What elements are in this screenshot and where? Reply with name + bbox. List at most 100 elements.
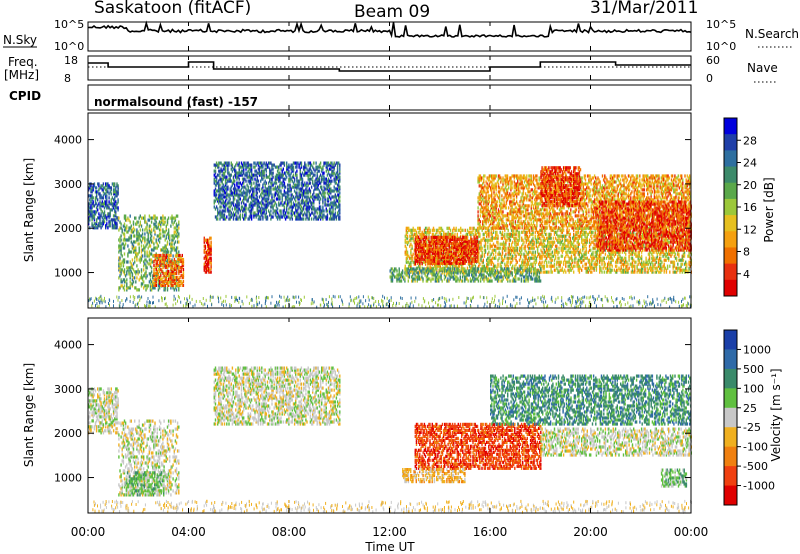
scatter-cell bbox=[158, 232, 161, 236]
scatter-cell bbox=[222, 209, 225, 213]
scatter-cell bbox=[286, 175, 288, 179]
scatter-cell bbox=[171, 283, 173, 287]
scatter-cell bbox=[99, 186, 101, 190]
scatter-cell bbox=[434, 228, 436, 232]
scatter-cell bbox=[221, 209, 223, 213]
scatter-cell bbox=[532, 262, 534, 266]
scatter-cell bbox=[120, 222, 122, 226]
scatter-cell bbox=[123, 288, 126, 292]
scatter-cell bbox=[169, 273, 171, 278]
scatter-cell bbox=[418, 230, 420, 234]
scatter-cell bbox=[107, 182, 109, 186]
scatter-cell bbox=[165, 246, 167, 250]
scatter-cell bbox=[254, 169, 256, 173]
scatter-cell bbox=[138, 270, 140, 274]
scatter-cell bbox=[98, 202, 100, 206]
scatter-cell bbox=[115, 218, 117, 222]
scatter-cell bbox=[495, 264, 497, 268]
scatter-cell bbox=[222, 199, 225, 203]
scatter-cell bbox=[91, 202, 93, 206]
scatter-cell bbox=[236, 215, 238, 219]
scatter-cell bbox=[166, 269, 169, 274]
scatter-cell bbox=[514, 256, 516, 260]
scatter-cell bbox=[89, 194, 91, 198]
scatter-cell bbox=[328, 203, 331, 207]
scatter-cell bbox=[220, 161, 222, 165]
scatter-cell bbox=[339, 191, 341, 195]
scatter-cell bbox=[105, 188, 107, 192]
scatter-cell bbox=[215, 217, 218, 221]
scatter-cell bbox=[521, 236, 523, 240]
scatter-cell bbox=[222, 195, 225, 199]
scatter-cell bbox=[250, 163, 253, 167]
scatter-cell bbox=[214, 199, 217, 203]
scatter-cell bbox=[112, 188, 115, 192]
scatter-cell bbox=[487, 244, 489, 248]
scatter-cell bbox=[92, 214, 94, 218]
scatter-cell bbox=[239, 217, 241, 221]
scatter-cell bbox=[171, 248, 173, 252]
scatter-cell bbox=[154, 265, 156, 270]
scatter-cell bbox=[114, 218, 116, 222]
scatter-cell bbox=[136, 222, 138, 226]
scatter-cell bbox=[124, 216, 127, 220]
scatter-cell bbox=[158, 228, 161, 232]
scatter-cell bbox=[172, 246, 174, 250]
scatter-cell bbox=[92, 216, 94, 220]
scatter-cell bbox=[228, 173, 230, 177]
scatter-cell bbox=[238, 171, 240, 175]
scatter-cell bbox=[617, 268, 619, 272]
scatter-cell bbox=[543, 264, 545, 268]
scatter-cell bbox=[332, 169, 334, 173]
scatter-cell bbox=[521, 260, 523, 264]
scatter-cell bbox=[229, 215, 231, 219]
scatter-cell bbox=[160, 263, 162, 268]
scatter-cell bbox=[97, 208, 99, 212]
scatter-cell bbox=[101, 224, 103, 228]
nave-tick-low: 0 bbox=[706, 72, 713, 85]
scatter-cell bbox=[172, 238, 174, 242]
scatter-cell bbox=[166, 283, 169, 287]
scatter-cell bbox=[313, 173, 315, 177]
scatter-cell bbox=[156, 253, 159, 258]
scatter-cell bbox=[175, 250, 178, 254]
scatter-cell bbox=[164, 277, 166, 282]
scatter-cell bbox=[162, 265, 164, 270]
scatter-cell bbox=[283, 161, 286, 165]
scatter-cell bbox=[532, 236, 534, 240]
scatter-cell bbox=[135, 222, 137, 226]
scatter-cell bbox=[175, 275, 178, 280]
scatter-cell bbox=[222, 185, 225, 189]
scatter-cell bbox=[415, 230, 418, 234]
scatter-cell bbox=[182, 259, 185, 264]
scatter-cell bbox=[579, 256, 582, 260]
scatter-cell bbox=[439, 226, 441, 230]
scatter-cell bbox=[241, 185, 244, 189]
scatter-cell bbox=[150, 288, 153, 292]
scatter-cell bbox=[214, 175, 217, 179]
scatter-cell bbox=[135, 254, 137, 258]
scatter-cell bbox=[146, 230, 148, 234]
scatter-cell bbox=[220, 177, 222, 181]
scatter-cell bbox=[100, 208, 102, 212]
scatter-cell bbox=[224, 199, 227, 203]
scatter-cell bbox=[221, 187, 223, 191]
scatter-cell bbox=[102, 218, 105, 222]
scatter-cell bbox=[140, 284, 143, 288]
scatter-cell bbox=[95, 206, 98, 210]
scatter-cell bbox=[101, 202, 103, 206]
scatter-cell bbox=[132, 246, 135, 250]
scatter-cell bbox=[219, 171, 221, 175]
scatter-cell bbox=[137, 272, 139, 276]
scatter-cell bbox=[569, 236, 571, 240]
scatter-cell bbox=[514, 236, 516, 240]
scatter-cell bbox=[176, 252, 179, 256]
scatter-cell bbox=[166, 220, 169, 224]
scatter-cell bbox=[222, 171, 225, 175]
scatter-cell bbox=[306, 189, 308, 193]
scatter-cell bbox=[170, 281, 172, 285]
scatter-cell bbox=[146, 222, 148, 226]
scatter-cell bbox=[128, 286, 130, 290]
scatter-cell bbox=[106, 194, 108, 198]
scatter-cell bbox=[162, 218, 164, 222]
